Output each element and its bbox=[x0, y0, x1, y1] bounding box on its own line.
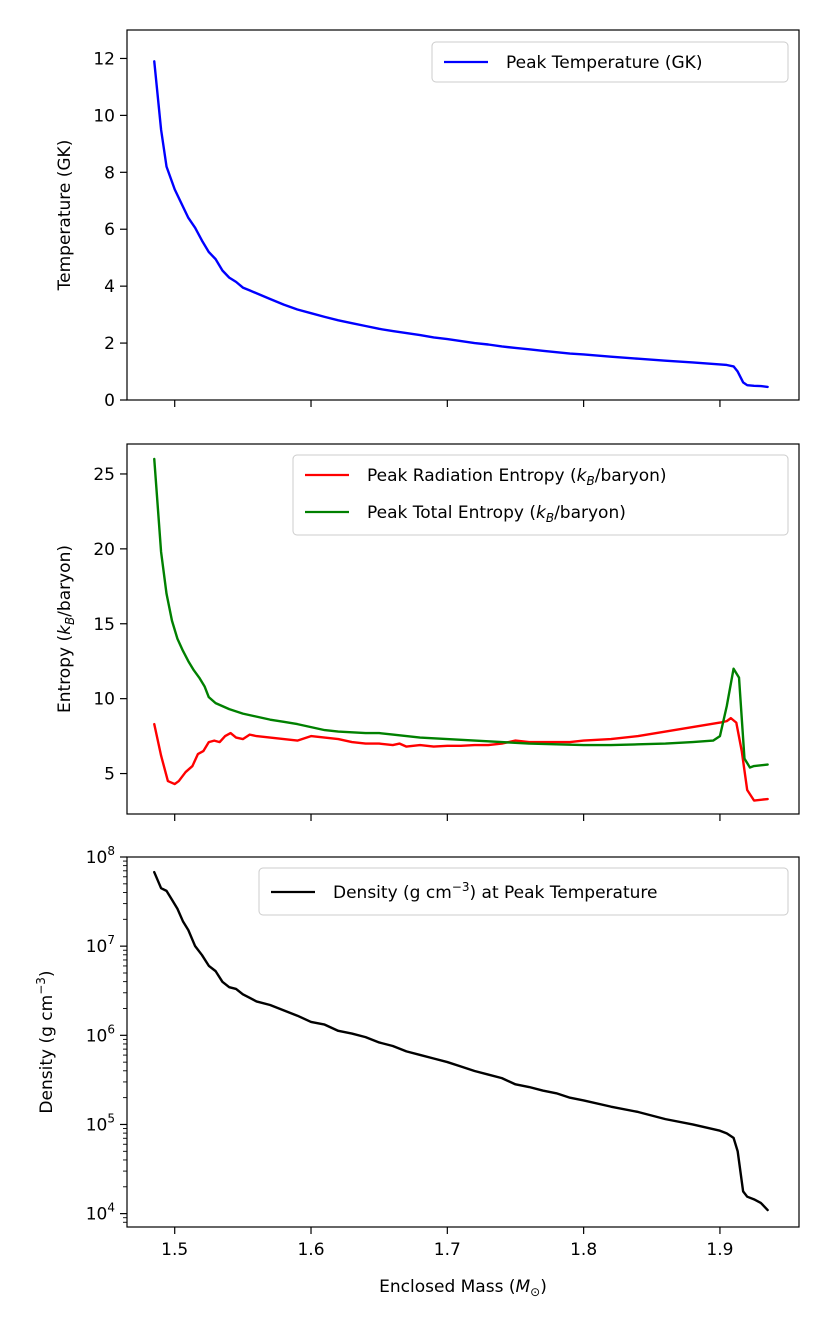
y-tick-label: 108 bbox=[86, 844, 115, 868]
series-line-1-1 bbox=[153, 457, 769, 769]
y-tick-label: 105 bbox=[86, 1111, 115, 1135]
x-tick-label: 1.9 bbox=[706, 1240, 733, 1260]
y-tick-label: 106 bbox=[86, 1022, 115, 1046]
temperature-legend: Peak Temperature (GK) bbox=[431, 41, 789, 83]
entropy-panel: 5 10 15 20 25 Entropy (kB/baryon) Peak Radia… bbox=[55, 443, 800, 821]
series-line-1-0 bbox=[153, 716, 769, 802]
y-tick-label: 0 bbox=[104, 391, 115, 411]
y-tick-label: 10 bbox=[93, 106, 115, 126]
density-panel: 104 105 106 107 108 1.5 1.6 1.7 1.8 1.9 Density … bbox=[34, 844, 800, 1299]
x-tick-label: 1.8 bbox=[570, 1240, 597, 1260]
temperature-panel: 0 2 4 6 8 10 12 Temperature (GK) Peak Temperat… bbox=[55, 29, 800, 411]
y-tick-label: 10 bbox=[93, 690, 115, 710]
series-line-2-0 bbox=[153, 870, 769, 1212]
y-tick-label: 107 bbox=[86, 933, 115, 957]
temperature-plot-frame bbox=[126, 29, 800, 401]
y-tick-label: 6 bbox=[104, 220, 115, 240]
density-plot-frame bbox=[126, 856, 800, 1228]
y-tick-label: 12 bbox=[93, 49, 115, 69]
entropy-y-axis-label: Entropy (kB/baryon) bbox=[55, 545, 77, 713]
entropy-legend: Peak Radiation Entropy (kB/baryon) Peak … bbox=[292, 454, 789, 536]
x-tick-label: 1.5 bbox=[161, 1240, 188, 1260]
legend-label-total-entropy: Peak Total Entropy (kB/baryon) bbox=[367, 503, 626, 525]
legend-label-radiation-entropy: Peak Radiation Entropy (kB/baryon) bbox=[367, 466, 667, 488]
y-tick-label: 15 bbox=[93, 615, 115, 635]
y-tick-label: 20 bbox=[93, 540, 115, 560]
y-tick-label: 4 bbox=[104, 277, 115, 297]
temperature-y-axis-label: Temperature (GK) bbox=[55, 140, 75, 292]
y-tick-label: 5 bbox=[104, 765, 115, 785]
x-tick-label: 1.7 bbox=[434, 1240, 461, 1260]
series-line-0-0 bbox=[153, 60, 769, 389]
y-tick-label: 25 bbox=[93, 465, 115, 485]
density-legend: Density (g cm−3) at Peak Temperature bbox=[258, 867, 789, 916]
y-tick-label: 2 bbox=[104, 334, 115, 354]
y-tick-label: 104 bbox=[86, 1201, 115, 1225]
y-tick-label: 8 bbox=[104, 163, 115, 183]
x-tick-label: 1.6 bbox=[297, 1240, 324, 1260]
legend-label-density: Density (g cm−3) at Peak Temperature bbox=[333, 880, 657, 903]
density-y-axis-label: Density (g cm−3) bbox=[34, 970, 57, 1113]
legend-label-peak-temperature: Peak Temperature (GK) bbox=[506, 53, 702, 73]
x-axis-label: Enclosed Mass (M⊙) bbox=[379, 1277, 547, 1299]
entropy-plot-frame bbox=[126, 443, 800, 815]
